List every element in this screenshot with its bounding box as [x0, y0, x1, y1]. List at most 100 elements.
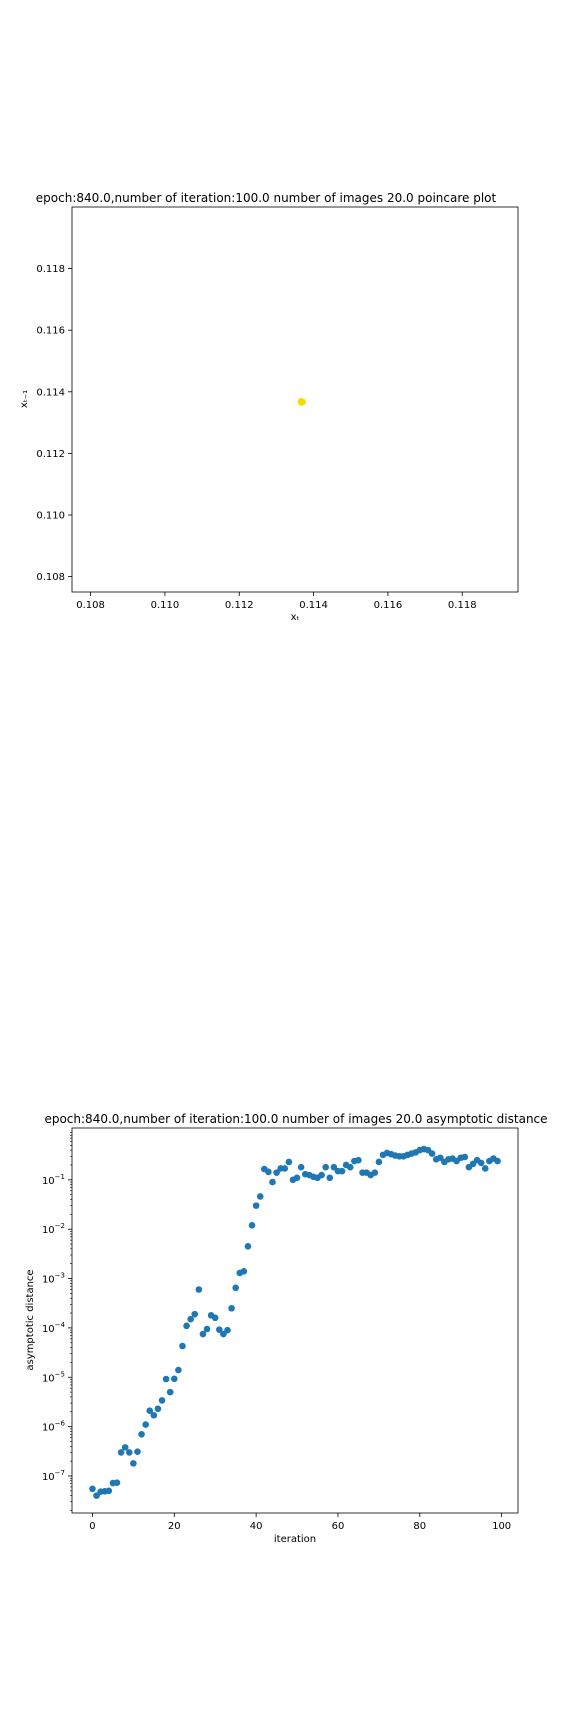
asymptotic-point [428, 1150, 436, 1157]
asymptotic-y-tick-label: 10−1 [42, 1173, 65, 1187]
poincare-y-tick-label: 0.116 [36, 326, 65, 337]
poincare-plot-title: epoch:840.0,number of iteration:100.0 nu… [36, 191, 497, 205]
asymptotic-point [461, 1153, 469, 1161]
poincare-x-tick-label: 0.118 [448, 600, 477, 611]
asymptotic-y-tick-label: 10−5 [42, 1370, 65, 1384]
asymptotic-distance-plot: epoch:840.0,number of iteration:100.0 nu… [25, 1112, 548, 1545]
asymptotic-point [322, 1163, 329, 1171]
asymptotic-point [154, 1405, 162, 1413]
asymptotic-point [248, 1221, 256, 1229]
asymptotic-point [166, 1388, 174, 1396]
asymptotic-x-tick-label: 40 [250, 1521, 263, 1532]
asymptotic-point [220, 1330, 227, 1338]
poincare-y-label: xₜ₋₁ [19, 390, 30, 408]
poincare-y-tick-label: 0.110 [36, 511, 65, 522]
poincare-x-tick-label: 0.114 [299, 600, 328, 611]
asymptotic-plot-frame [71, 1127, 519, 1514]
poincare-point [298, 399, 305, 406]
asymptotic-point [232, 1284, 239, 1292]
asymptotic-point [240, 1268, 248, 1275]
asymptotic-point [142, 1421, 149, 1428]
asymptotic-point [375, 1158, 383, 1166]
poincare-plot: epoch:840.0,number of iteration:100.0 nu… [19, 191, 519, 623]
asymptotic-x-tick-label: 100 [492, 1521, 511, 1532]
asymptotic-point [285, 1158, 293, 1166]
poincare-plot-frame [71, 206, 519, 593]
asymptotic-point [256, 1193, 264, 1200]
poincare-y-tick-label: 0.108 [36, 572, 65, 583]
asymptotic-x-ticks: 0 20 40 60 80 100 [89, 1513, 511, 1532]
asymptotic-point [338, 1167, 346, 1175]
asymptotic-x-tick-label: 60 [332, 1521, 345, 1532]
asymptotic-y-ticks: 10−7 10−6 10−5 10−4 10−3 10−2 10−1 [42, 1132, 72, 1511]
asymptotic-y-tick-label: 10−3 [42, 1272, 65, 1286]
asymptotic-x-tick-label: 0 [89, 1521, 95, 1532]
asymptotic-point [281, 1165, 289, 1172]
asymptotic-point [93, 1492, 100, 1499]
asymptotic-y-tick-label: 10−2 [42, 1222, 65, 1236]
poincare-x-tick-label: 0.116 [374, 600, 403, 611]
poincare-points [297, 397, 307, 406]
asymptotic-point [195, 1286, 203, 1293]
asymptotic-point [117, 1449, 125, 1456]
asymptotic-point [269, 1178, 276, 1186]
asymptotic-point [244, 1243, 252, 1250]
asymptotic-point [191, 1310, 199, 1318]
asymptotic-point [146, 1407, 154, 1415]
poincare-x-tick-label: 0.108 [76, 600, 105, 611]
asymptotic-point [113, 1479, 121, 1487]
asymptotic-point [273, 1169, 280, 1176]
asymptotic-point [211, 1314, 219, 1322]
asymptotic-point [187, 1315, 194, 1323]
asymptotic-point [125, 1449, 133, 1456]
asymptotic-point [183, 1322, 190, 1330]
poincare-y-tick-label: 0.112 [36, 449, 65, 460]
asymptotic-point [436, 1154, 444, 1162]
asymptotic-point [318, 1171, 325, 1179]
asymptotic-y-tick-label: 10−4 [42, 1321, 66, 1335]
asymptotic-point [355, 1156, 362, 1164]
asymptotic-point [203, 1325, 211, 1333]
poincare-x-label: xₜ [291, 612, 300, 623]
asymptotic-x-tick-label: 20 [168, 1521, 181, 1532]
asymptotic-point [216, 1326, 223, 1333]
asymptotic-point [130, 1460, 137, 1467]
asymptotic-point [224, 1326, 231, 1334]
asymptotic-y-tick-label: 10−6 [42, 1420, 66, 1434]
asymptotic-point [481, 1165, 489, 1172]
asymptotic-point [150, 1411, 158, 1419]
asymptotic-point [89, 1485, 96, 1493]
asymptotic-point [293, 1174, 301, 1182]
asymptotic-point [158, 1397, 166, 1404]
asymptotic-point [326, 1174, 334, 1182]
asymptotic-point [297, 1163, 305, 1171]
asymptotic-y-label: asymptotic distance [25, 1269, 36, 1370]
poincare-y-tick-label: 0.114 [36, 387, 65, 398]
asymptotic-point [330, 1163, 338, 1171]
asymptotic-point [138, 1430, 145, 1438]
asymptotic-point [477, 1159, 485, 1167]
asymptotic-x-label: iteration [274, 1534, 316, 1545]
asymptotic-point [179, 1342, 186, 1350]
asymptotic-point [105, 1487, 113, 1495]
poincare-y-tick-label: 0.118 [36, 264, 65, 275]
asymptotic-point [121, 1444, 129, 1451]
poincare-y-ticks: 0.108 0.110 0.112 0.114 0.116 0.118 [36, 264, 72, 583]
asymptotic-point [265, 1168, 272, 1176]
asymptotic-point [134, 1448, 141, 1456]
asymptotic-point [175, 1366, 182, 1374]
poincare-x-ticks: 0.108 0.110 0.112 0.114 0.116 0.118 [76, 592, 477, 611]
asymptotic-point [199, 1330, 207, 1338]
asymptotic-x-tick-label: 80 [413, 1521, 426, 1532]
asymptotic-point [494, 1157, 501, 1165]
asymptotic-plot-title: epoch:840.0,number of iteration:100.0 nu… [44, 1112, 547, 1126]
poincare-x-tick-label: 0.112 [225, 600, 254, 611]
asymptotic-point [170, 1375, 178, 1383]
asymptotic-point [371, 1169, 379, 1176]
asymptotic-point [252, 1202, 260, 1209]
asymptotic-point [162, 1375, 170, 1383]
poincare-x-tick-label: 0.110 [151, 600, 180, 611]
asymptotic-y-tick-label: 10−7 [42, 1469, 65, 1483]
asymptotic-points [89, 1145, 501, 1499]
